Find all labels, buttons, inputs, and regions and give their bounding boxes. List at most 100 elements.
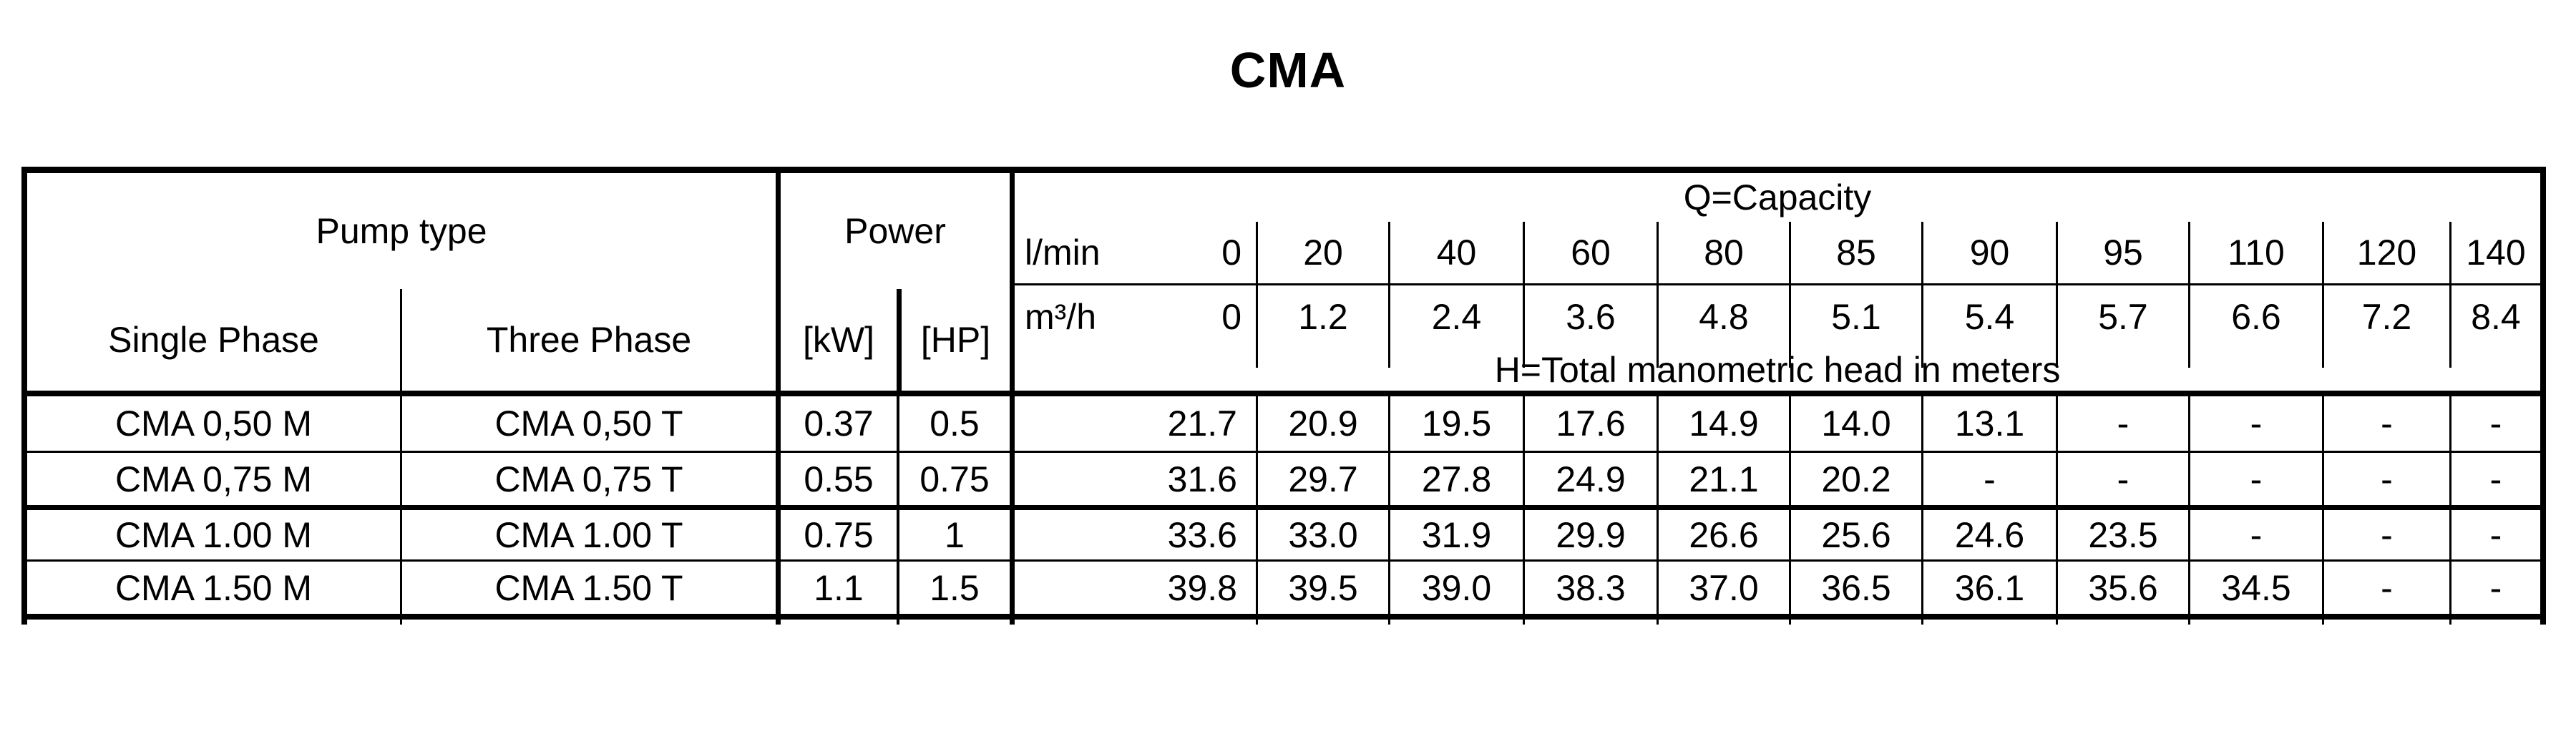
head-cell: -	[2449, 453, 2540, 505]
capacity-header-block: Q=Capacity l/min 0 20 40 60 80 85 90 95 …	[1010, 173, 2540, 391]
power-subheaders: [kW] [HP]	[781, 289, 1010, 391]
power-header: Power	[844, 211, 946, 251]
flow-lmin-value: 40	[1388, 221, 1523, 283]
truncated-cell	[2056, 620, 2188, 625]
flow-m3h-value: 5.7	[2056, 285, 2188, 368]
head-cell: -	[2056, 453, 2188, 505]
hp-cell: 1.5	[897, 562, 1010, 614]
head-cell: 31.9	[1388, 510, 1523, 559]
head-cell: 25.6	[1789, 510, 1921, 559]
head-cell: 24.9	[1523, 453, 1657, 505]
head-cell: 21.1	[1657, 453, 1789, 505]
head-cell: -	[2322, 562, 2449, 614]
head-cell: 38.3	[1523, 562, 1657, 614]
three-phase-cell: CMA 0,50 T	[400, 396, 776, 451]
kw-cell: 0.75	[776, 510, 897, 559]
head-cell: 37.0	[1657, 562, 1789, 614]
head-cell: 39.5	[1256, 562, 1388, 614]
head-cell: 14.9	[1657, 396, 1789, 451]
flow-lmin-value: 60	[1523, 221, 1657, 283]
truncated-cell	[2188, 620, 2322, 625]
single-phase-cell: CMA 0,75 M	[114, 459, 313, 499]
head-cell: 19.5	[1388, 396, 1523, 451]
flow-lmin-value: 110	[2188, 221, 2322, 283]
head-cell: -	[2449, 510, 2540, 559]
flow-m3h-value: 0	[1221, 297, 1241, 338]
head-cell: 17.6	[1523, 396, 1657, 451]
flow-m3h-label-cell: m³/h 0	[1015, 285, 1256, 349]
flow-lmin-value: 0	[1221, 232, 1241, 273]
hp-cell: 0.75	[897, 453, 1010, 505]
head-cell: 36.5	[1789, 562, 1921, 614]
truncated-cell	[1921, 620, 2056, 625]
flow-lmin-value: 90	[1921, 221, 2056, 283]
kw-unit-header: [kW]	[803, 320, 874, 360]
flow-lmin-value: 80	[1657, 221, 1789, 283]
truncated-row	[27, 614, 2540, 625]
head-cell: 13.1	[1921, 396, 2056, 451]
flow-lmin-label-cell: l/min 0	[1015, 222, 1256, 283]
single-phase-cell: CMA 1.50 M	[114, 567, 313, 608]
head-cell: 39.0	[1388, 562, 1523, 614]
truncated-cell	[27, 620, 400, 625]
head-cell: 14.0	[1789, 396, 1921, 451]
hp-cell: 1	[897, 510, 1010, 559]
head-cell: -	[2188, 453, 2322, 505]
truncated-cell	[2322, 620, 2449, 625]
flow-m3h-value: 5.1	[1789, 285, 1921, 368]
flow-lmin-row: l/min 0 20 40 60 80 85 90 95 110 120 140	[1015, 221, 2540, 285]
hp-cell: 0.5	[897, 396, 1010, 451]
head-cell: -	[2188, 510, 2322, 559]
flow-lmin-value: 85	[1789, 221, 1921, 283]
table-header: Pump type Single Phase Three Phase Power…	[27, 173, 2540, 396]
three-phase-cell: CMA 1.50 T	[400, 562, 776, 614]
head-cell: -	[2322, 396, 2449, 451]
head-cell: -	[2449, 562, 2540, 614]
head-cell: 24.6	[1921, 510, 2056, 559]
flow-lmin-value: 120	[2322, 221, 2449, 283]
truncated-cell	[897, 620, 1010, 625]
head-cell: 27.8	[1388, 453, 1523, 505]
flow-lmin-value: 95	[2056, 221, 2188, 283]
truncated-cell	[2449, 620, 2540, 625]
kw-cell: 0.37	[776, 396, 897, 451]
flow-m3h-row: m³/h 0 1.2 2.4 3.6 4.8 5.1 5.4 5.7 6.6 7…	[1015, 285, 2540, 368]
flow-m3h-value: 4.8	[1657, 285, 1789, 368]
kw-cell: 0.55	[776, 453, 897, 505]
head-cell: 33.6	[1010, 510, 1256, 559]
pump-type-header: Pump type	[316, 211, 487, 251]
truncated-cell	[1523, 620, 1657, 625]
truncated-cell	[1388, 620, 1523, 625]
flow-lmin-value: 20	[1256, 221, 1388, 283]
flow-lmin-label: l/min	[1025, 232, 1101, 273]
single-phase-header: Single Phase	[108, 320, 319, 360]
power-header-block: Power [kW] [HP]	[776, 173, 1010, 391]
table-row: CMA 0,75 M CMA 0,75 T 0.55 0.75 31.6 29.…	[27, 451, 2540, 505]
flow-m3h-value: 8.4	[2449, 285, 2540, 368]
flow-m3h-value: 6.6	[2188, 285, 2322, 368]
pump-type-subheaders: Single Phase Three Phase	[27, 289, 776, 391]
flow-m3h-value: 7.2	[2322, 285, 2449, 368]
flow-m3h-label: m³/h	[1025, 297, 1096, 338]
head-cell: 39.8	[1010, 562, 1256, 614]
head-cell: 36.1	[1921, 562, 2056, 614]
truncated-cell	[1010, 620, 1256, 625]
head-note: H=Total manometric head in meters	[1494, 349, 2061, 390]
head-cell: 33.0	[1256, 510, 1388, 559]
head-cell: 29.7	[1256, 453, 1388, 505]
page-title: CMA	[1229, 42, 1347, 98]
pump-type-header-block: Pump type Single Phase Three Phase	[27, 173, 776, 391]
head-cell: 23.5	[2056, 510, 2188, 559]
kw-cell: 1.1	[776, 562, 897, 614]
flow-m3h-value: 5.4	[1921, 285, 2056, 368]
capacity-header: Q=Capacity	[1683, 177, 1872, 217]
three-phase-header: Three Phase	[400, 289, 776, 391]
pump-data-table: Pump type Single Phase Three Phase Power…	[21, 167, 2546, 625]
truncated-cell	[1256, 620, 1388, 625]
single-phase-cell: CMA 1.00 M	[114, 514, 313, 555]
table-row: CMA 1.00 M CMA 1.00 T 0.75 1 33.6 33.0 3…	[27, 505, 2540, 559]
head-cell: 31.6	[1010, 453, 1256, 505]
truncated-cell	[1657, 620, 1789, 625]
head-cell: -	[2056, 396, 2188, 451]
